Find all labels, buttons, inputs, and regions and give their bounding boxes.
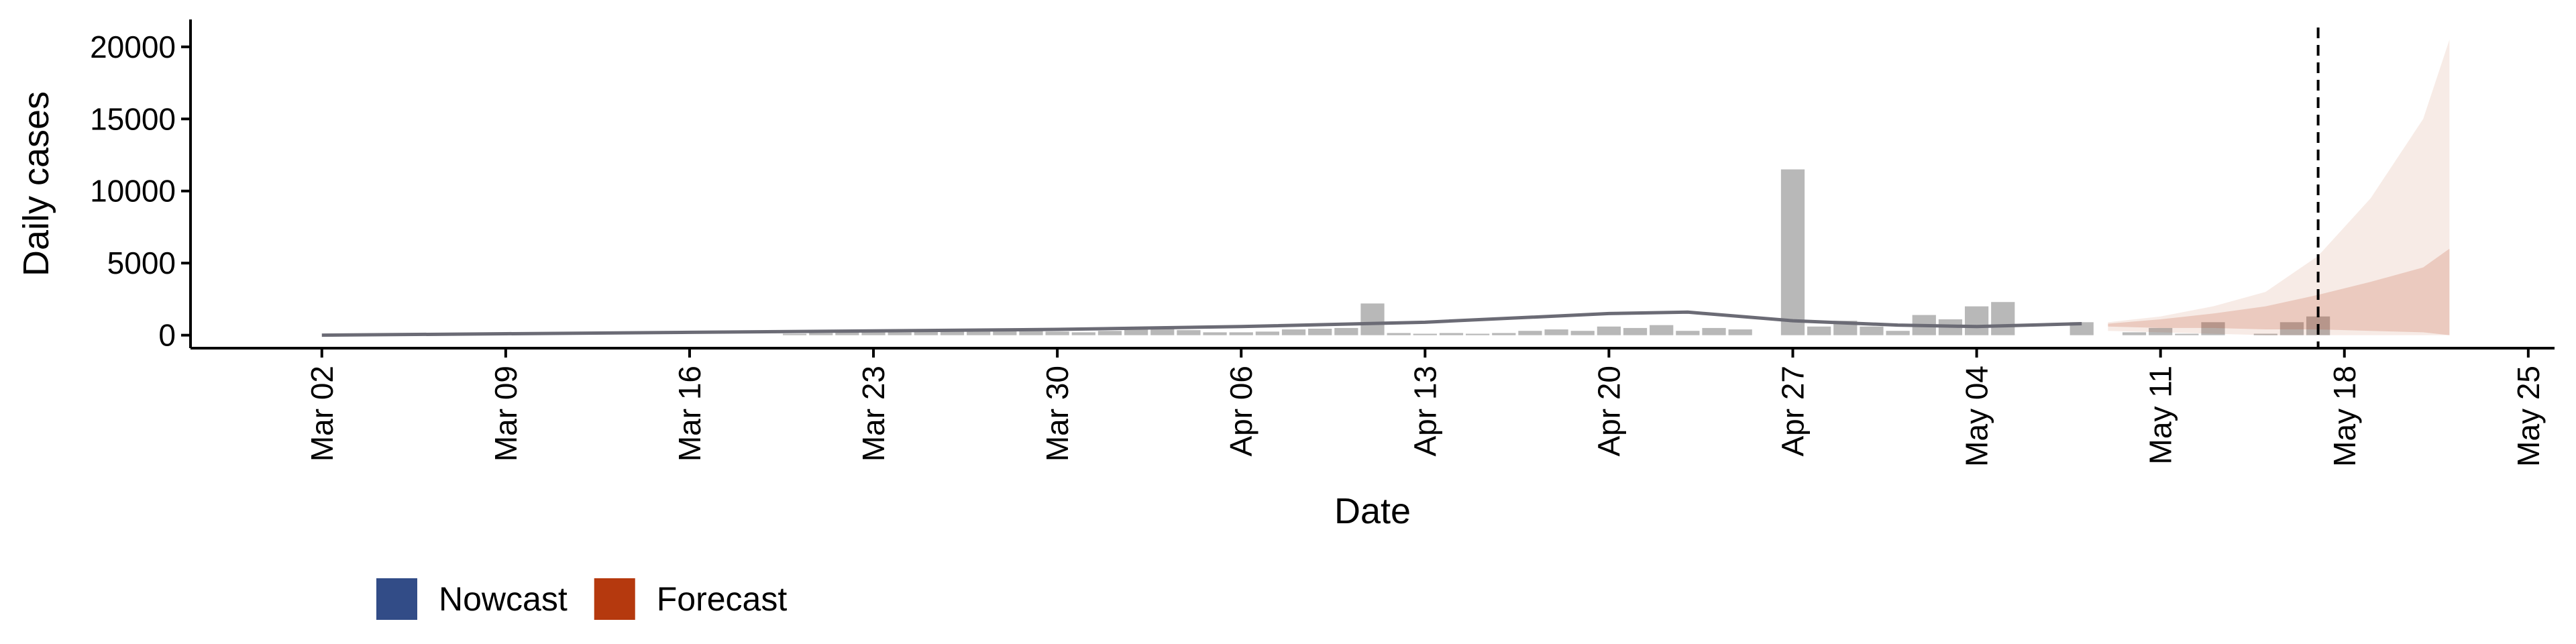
bar xyxy=(782,333,807,335)
bar xyxy=(2122,332,2147,335)
x-tick-label: May 11 xyxy=(2143,366,2178,464)
legend-label: Nowcast xyxy=(439,580,568,618)
bar xyxy=(1150,328,1175,335)
forecast-band xyxy=(2108,248,2450,335)
bar xyxy=(1045,331,1069,335)
x-tick-label: Apr 27 xyxy=(1775,366,1810,457)
bar xyxy=(1991,302,2015,335)
bar xyxy=(2253,333,2277,335)
bar xyxy=(1597,326,1621,335)
bar xyxy=(1281,329,1306,335)
bar xyxy=(2175,333,2199,335)
bar xyxy=(1544,329,1568,335)
bar xyxy=(1124,329,1148,335)
bar xyxy=(1807,326,1831,335)
bar xyxy=(2201,322,2225,335)
bar xyxy=(940,331,965,335)
legend-key xyxy=(376,578,417,620)
bar xyxy=(1387,333,1411,335)
x-tick-label: May 04 xyxy=(1960,366,1994,467)
legend-label: Forecast xyxy=(657,580,788,618)
bar xyxy=(967,331,991,335)
x-tick-label: Mar 30 xyxy=(1040,366,1075,462)
bar xyxy=(1334,327,1358,335)
y-tick-label: 0 xyxy=(158,318,176,353)
bar xyxy=(1676,331,1700,335)
bar xyxy=(2279,322,2304,335)
bar xyxy=(993,330,1017,335)
x-tick-label: Apr 13 xyxy=(1407,366,1442,457)
y-tick-label: 10000 xyxy=(90,174,176,209)
y-tick-label: 5000 xyxy=(107,246,176,280)
bar xyxy=(1964,306,1989,335)
bar xyxy=(1413,333,1437,335)
bar xyxy=(888,332,912,335)
bar xyxy=(914,331,938,335)
bar xyxy=(1702,327,1726,335)
bar xyxy=(1860,326,1884,335)
bar xyxy=(1886,331,1910,335)
x-tick-label: May 25 xyxy=(2511,366,2546,467)
bar xyxy=(1071,332,1095,335)
bar xyxy=(1019,331,1043,335)
bar xyxy=(1255,331,1279,335)
bar xyxy=(1203,332,1227,335)
bar xyxy=(1780,169,1805,335)
bar xyxy=(861,331,885,335)
nowcast-line xyxy=(321,310,2082,337)
bar xyxy=(1466,333,1490,335)
x-tick-label: Mar 16 xyxy=(672,366,707,462)
x-axis-title: Date xyxy=(1334,491,1411,531)
y-axis-title: Daily cases xyxy=(16,91,56,276)
bar xyxy=(1229,332,1253,335)
x-tick-label: Mar 23 xyxy=(856,366,891,462)
bar xyxy=(1097,331,1122,335)
y-tick-label: 20000 xyxy=(90,30,176,64)
bar xyxy=(1439,333,1464,335)
bar xyxy=(835,332,859,335)
bar xyxy=(1177,330,1201,335)
bar xyxy=(1728,329,1752,335)
bar xyxy=(2149,327,2173,335)
legend-key xyxy=(594,578,635,620)
x-tick-label: Mar 09 xyxy=(488,366,523,462)
bar xyxy=(1360,303,1385,335)
bar xyxy=(1650,325,1674,335)
bar xyxy=(1570,331,1595,335)
bar xyxy=(1518,331,1542,335)
bar xyxy=(1623,327,1648,335)
x-tick-label: May 18 xyxy=(2327,366,2362,467)
x-tick-label: Apr 06 xyxy=(1224,366,1258,457)
bar xyxy=(1492,333,1516,335)
x-tick-label: Apr 20 xyxy=(1591,366,1626,457)
x-tick-label: Mar 02 xyxy=(305,366,339,462)
forecast-band xyxy=(2108,40,2450,335)
y-tick-label: 15000 xyxy=(90,101,176,136)
bar xyxy=(1308,328,1332,335)
bar xyxy=(809,333,833,335)
